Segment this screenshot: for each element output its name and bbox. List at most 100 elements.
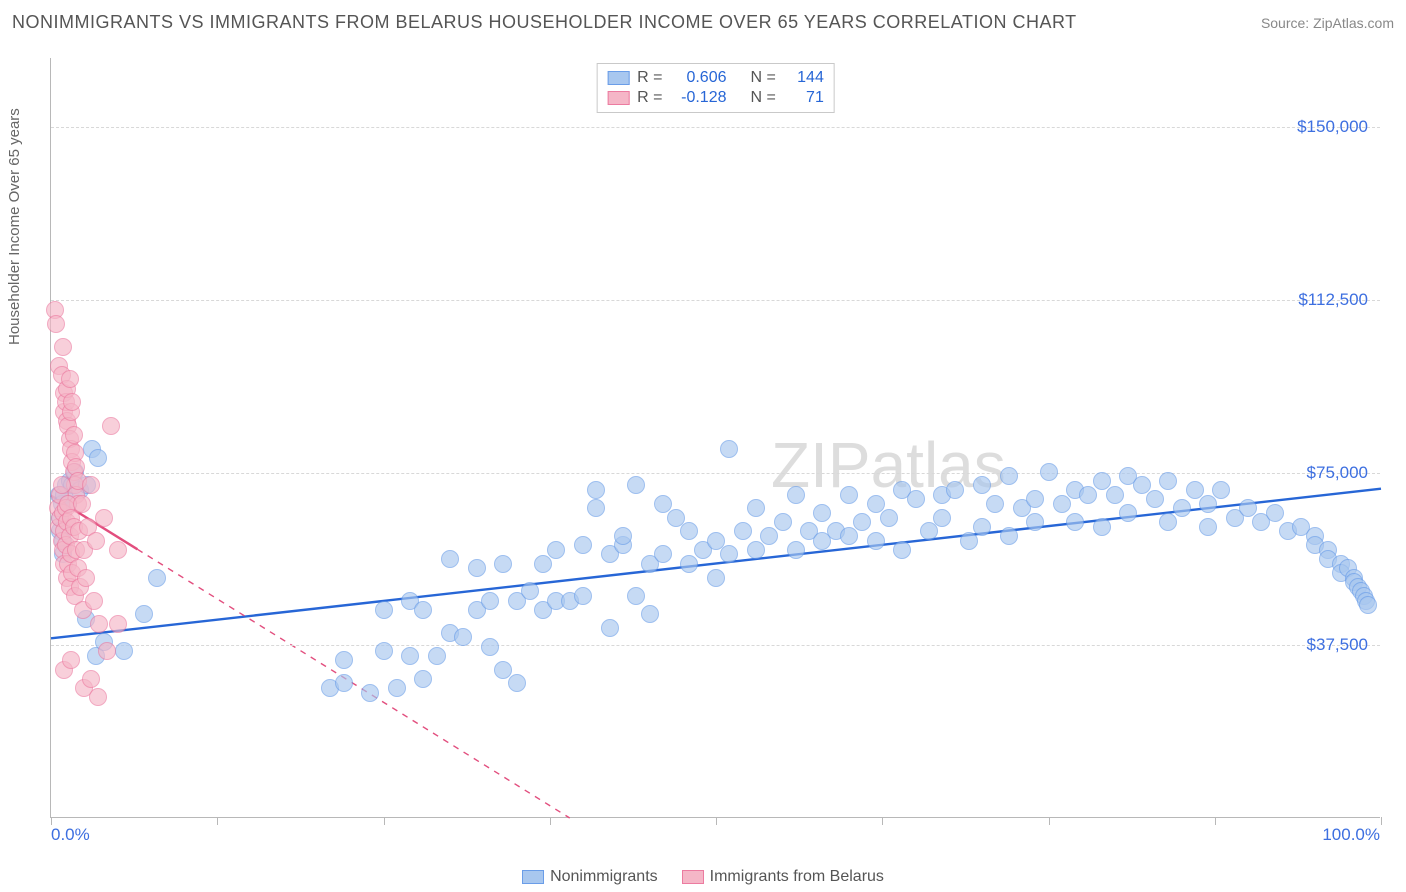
series-legend: Nonimmigrants Immigrants from Belarus — [0, 868, 1406, 886]
data-point — [73, 495, 91, 513]
legend-swatch — [607, 71, 629, 85]
data-point — [63, 393, 81, 411]
data-point — [601, 619, 619, 637]
data-point — [920, 522, 938, 540]
r-value: -0.128 — [671, 89, 727, 107]
data-point — [1000, 527, 1018, 545]
n-prefix: N = — [751, 69, 776, 87]
data-point — [893, 541, 911, 559]
legend-swatch — [607, 91, 629, 105]
data-point — [85, 592, 103, 610]
data-point — [1266, 504, 1284, 522]
data-point — [760, 527, 778, 545]
gridline — [51, 645, 1380, 646]
data-point — [414, 601, 432, 619]
x-tick — [882, 817, 883, 825]
legend-stat-row: R = -0.128 N = 71 — [607, 89, 824, 107]
data-point — [1079, 486, 1097, 504]
chart-title: NONIMMIGRANTS VS IMMIGRANTS FROM BELARUS… — [12, 12, 1077, 33]
data-point — [1053, 495, 1071, 513]
legend-series-item: Immigrants from Belarus — [682, 868, 884, 886]
source-attribution: Source: ZipAtlas.com — [1261, 15, 1394, 31]
data-point — [707, 569, 725, 587]
data-point — [907, 490, 925, 508]
data-point — [1000, 467, 1018, 485]
data-point — [89, 449, 107, 467]
data-point — [135, 605, 153, 623]
scatter-plot-area: ZIPatlas R =0.606N =144R =-0.128N =71 $3… — [50, 58, 1380, 818]
data-point — [574, 536, 592, 554]
r-prefix: R = — [637, 89, 662, 107]
data-point — [428, 647, 446, 665]
n-value: 144 — [784, 69, 824, 87]
n-value: 71 — [784, 89, 824, 107]
data-point — [813, 504, 831, 522]
data-point — [720, 545, 738, 563]
data-point — [441, 550, 459, 568]
data-point — [109, 541, 127, 559]
data-point — [1359, 596, 1377, 614]
x-axis-min-label: 0.0% — [51, 825, 90, 845]
data-point — [880, 509, 898, 527]
data-point — [148, 569, 166, 587]
data-point — [627, 587, 645, 605]
data-point — [335, 651, 353, 669]
data-point — [47, 315, 65, 333]
x-tick — [550, 817, 551, 825]
data-point — [89, 688, 107, 706]
data-point — [1212, 481, 1230, 499]
correlation-legend: R =0.606N =144R =-0.128N =71 — [596, 63, 835, 113]
data-point — [627, 476, 645, 494]
data-point — [481, 592, 499, 610]
x-tick — [384, 817, 385, 825]
data-point — [787, 486, 805, 504]
data-point — [1093, 518, 1111, 536]
data-point — [494, 555, 512, 573]
r-prefix: R = — [637, 69, 662, 87]
data-point — [853, 513, 871, 531]
data-point — [481, 638, 499, 656]
data-point — [115, 642, 133, 660]
legend-swatch — [522, 870, 544, 884]
data-point — [680, 522, 698, 540]
gridline — [51, 127, 1380, 128]
data-point — [1199, 495, 1217, 513]
legend-series-label: Nonimmigrants — [550, 868, 658, 886]
data-point — [77, 569, 95, 587]
data-point — [1026, 490, 1044, 508]
data-point — [986, 495, 1004, 513]
data-point — [95, 509, 113, 527]
data-point — [1026, 513, 1044, 531]
y-tick-label: $112,500 — [1298, 290, 1368, 310]
x-tick — [1049, 817, 1050, 825]
data-point — [388, 679, 406, 697]
data-point — [933, 509, 951, 527]
data-point — [1146, 490, 1164, 508]
x-tick — [51, 817, 52, 825]
trend-lines-layer — [51, 58, 1380, 817]
data-point — [54, 338, 72, 356]
data-point — [1159, 472, 1177, 490]
legend-series-item: Nonimmigrants — [522, 868, 658, 886]
data-point — [82, 670, 100, 688]
data-point — [960, 532, 978, 550]
data-point — [774, 513, 792, 531]
data-point — [468, 559, 486, 577]
data-point — [62, 651, 80, 669]
data-point — [375, 642, 393, 660]
data-point — [1159, 513, 1177, 531]
y-axis-label: Householder Income Over 65 years — [6, 108, 23, 345]
data-point — [1199, 518, 1217, 536]
data-point — [1119, 504, 1137, 522]
n-prefix: N = — [751, 89, 776, 107]
data-point — [787, 541, 805, 559]
data-point — [867, 532, 885, 550]
data-point — [361, 684, 379, 702]
data-point — [680, 555, 698, 573]
data-point — [614, 527, 632, 545]
data-point — [641, 605, 659, 623]
legend-swatch — [682, 870, 704, 884]
data-point — [90, 615, 108, 633]
data-point — [454, 628, 472, 646]
data-point — [574, 587, 592, 605]
